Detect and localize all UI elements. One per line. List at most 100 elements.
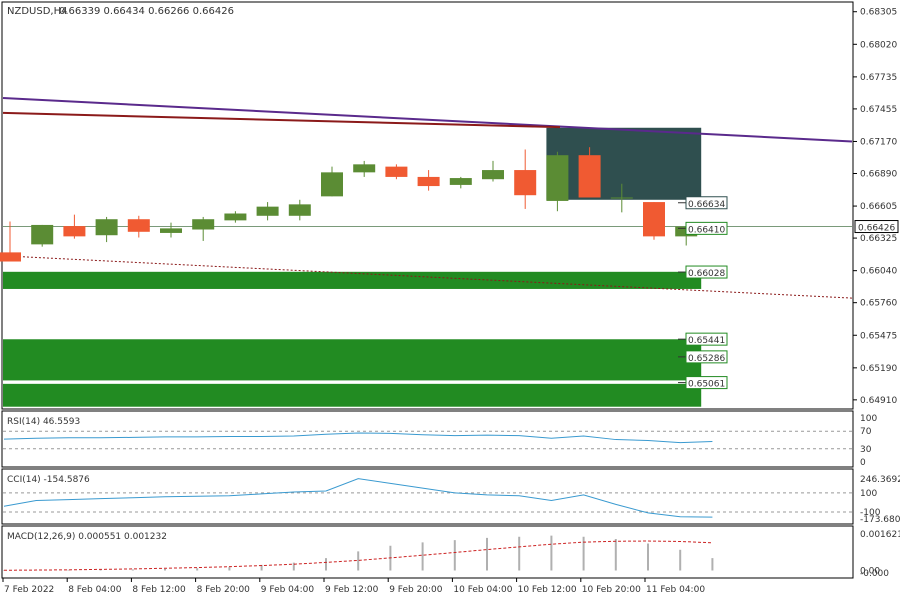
current-price-label: 0.66426 [858, 224, 895, 234]
price-level-value: 0.65441 [688, 336, 725, 346]
candle [127, 215, 150, 238]
candle [288, 199, 311, 221]
time-axis-label: 10 Feb 20:00 [582, 585, 641, 595]
price-axis-label: 0.65475 [860, 331, 897, 341]
price-level-box [685, 196, 728, 210]
candle-body [31, 224, 54, 245]
candle [353, 160, 376, 177]
price-axis-label: 0.66890 [860, 169, 897, 179]
rsi-axis-label: 30 [860, 445, 872, 455]
zone-green-1 [3, 271, 702, 289]
candle-body [288, 204, 311, 216]
candles-layer [0, 147, 698, 262]
macd-signal-line [3, 540, 713, 571]
rsi-axis-label: 100 [860, 414, 877, 424]
cci-axis-label: -173.6807 [860, 515, 900, 525]
price-level-labels-layer: 0.66634 0.66410 0.66028 0.65441 0.65286 0.650… [678, 196, 728, 390]
candle [643, 202, 665, 240]
candle-body [160, 228, 182, 233]
zone-dark-0 [546, 127, 702, 200]
zone-green-3 [3, 383, 702, 407]
candle-body [578, 155, 601, 198]
candle-body [482, 170, 504, 180]
rsi-panel-frame [1, 410, 854, 468]
price-level-tag: 0.65441 [678, 332, 728, 346]
price-level-value: 0.66028 [688, 269, 725, 279]
candle-body [95, 219, 118, 236]
time-axis-label: 9 Feb 04:00 [261, 585, 315, 595]
price-axis-label: 0.66325 [860, 234, 897, 244]
candle-body [63, 226, 86, 237]
cci-axis-label: -100 [860, 508, 881, 518]
candle-body [192, 219, 215, 230]
price-level-box [685, 221, 728, 235]
ohlc-label: 0.66339 0.66434 0.66266 0.66426 [59, 6, 234, 17]
time-axis-label: 7 Feb 2022 [4, 585, 54, 595]
price-axis-label: 0.65190 [860, 364, 897, 374]
price-level-box [685, 376, 728, 390]
candle [449, 176, 472, 189]
ma-maroon-line [2, 111, 561, 129]
price-axis-label: 0.64910 [860, 396, 897, 406]
price-level-box [685, 265, 728, 279]
time-axis-label: 11 Feb 04:00 [646, 585, 705, 595]
candle [321, 166, 343, 197]
time-axis-label: 10 Feb 04:00 [453, 585, 512, 595]
candle [417, 170, 440, 191]
price-level-value: 0.66634 [688, 200, 725, 210]
ma-purple-line [2, 97, 853, 143]
price-level-tag: 0.65061 [678, 376, 728, 390]
price-axis-label: 0.67735 [860, 73, 897, 83]
zones-layer [3, 127, 702, 407]
time-axis-label: 10 Feb 12:00 [518, 585, 577, 595]
symbol-label: NZDUSD,H4 [7, 6, 67, 17]
indicators-layer: 100 70 30 0 246.3692 100 -100-173.6807 0.001621… [3, 414, 900, 579]
candle [63, 214, 86, 239]
price-level-tag: 0.65286 [678, 350, 728, 364]
candle [160, 222, 182, 238]
candle [224, 211, 247, 223]
candle-body [321, 172, 343, 197]
candle-body [643, 202, 665, 237]
candle-body [0, 252, 21, 262]
cci-axis-label: 246.3692 [860, 475, 900, 485]
price-axis-layer: 0.68305 0.68020 0.67735 0.67455 0.67170 0.668… [853, 8, 899, 406]
candle-body [385, 166, 408, 177]
candle-body [546, 155, 569, 201]
macd-axis-label: 0.001621 [860, 530, 900, 540]
price-axis-label: 0.67455 [860, 105, 897, 115]
rsi-line [3, 432, 713, 444]
candle-body [417, 176, 440, 187]
rsi-axis-label: 70 [860, 427, 872, 437]
rsi-title: RSI(14) 46.5593 [7, 417, 80, 427]
rsi-axis-label: 0 [860, 458, 866, 468]
time-axis-label: 8 Feb 04:00 [68, 585, 122, 595]
price-axis-label: 0.65760 [860, 299, 897, 309]
current-price-box [854, 220, 899, 234]
candle [578, 147, 601, 198]
dotted-ma-line [2, 255, 853, 299]
candle-body [449, 178, 472, 185]
candle-body [256, 206, 279, 216]
candle [385, 164, 408, 180]
macd-title: MACD(12,26,9) 0.000551 0.001232 [7, 532, 167, 542]
price-level-box [685, 350, 728, 364]
candle-body [353, 164, 376, 173]
candle [610, 183, 633, 213]
candle-body [224, 213, 247, 221]
cci-panel-frame [1, 468, 854, 525]
macd-axis-label: -0.000 [860, 569, 889, 579]
candle [482, 160, 504, 182]
candle-body [514, 170, 537, 196]
candle [514, 149, 537, 209]
time-axis-label: 9 Feb 12:00 [325, 585, 379, 595]
macd-panel-frame [1, 525, 854, 579]
time-axis-label: 8 Feb 12:00 [132, 585, 186, 595]
candle [192, 216, 215, 241]
candle [95, 216, 118, 243]
cci-line [3, 478, 713, 518]
time-axis-label: 8 Feb 20:00 [197, 585, 251, 595]
price-axis-label: 0.66605 [860, 202, 897, 212]
